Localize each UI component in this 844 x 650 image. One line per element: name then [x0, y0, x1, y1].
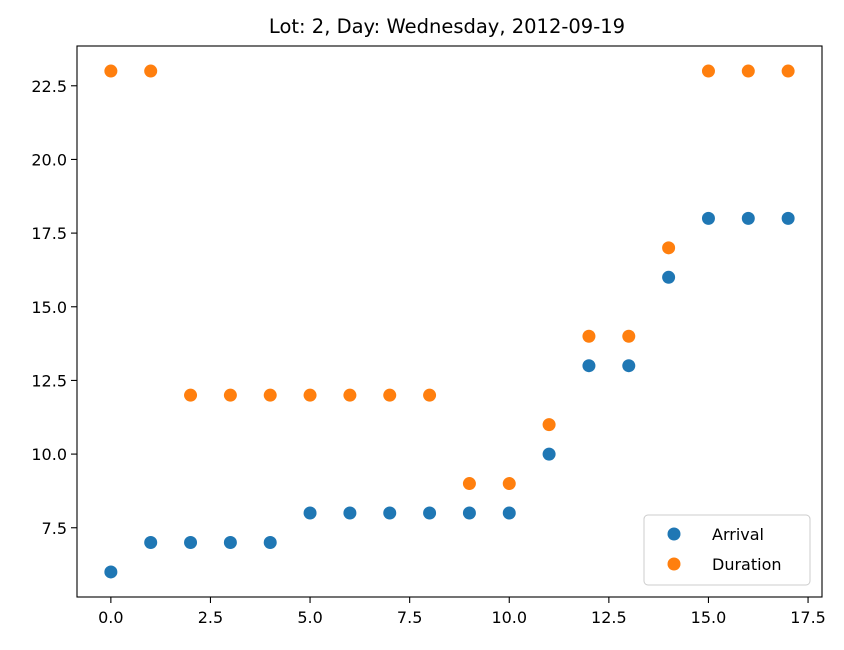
duration-point [303, 388, 317, 402]
x-tick-label: 12.5 [591, 608, 627, 627]
duration-point [423, 388, 437, 402]
arrival-point [223, 535, 237, 549]
arrival-point [423, 506, 437, 520]
legend: Arrival Duration [643, 514, 811, 586]
arrival-point [662, 270, 676, 284]
x-tick-label: 2.5 [198, 608, 223, 627]
duration-point [622, 329, 636, 343]
arrival-point [144, 535, 158, 549]
duration-point [502, 477, 516, 491]
x-tick-label: 7.5 [397, 608, 422, 627]
y-tick-label: 17.5 [31, 224, 67, 243]
chart-title: Lot: 2, Day: Wednesday, 2012-09-19 [269, 15, 625, 38]
y-tick-label: 10.0 [31, 445, 67, 464]
y-tick-label: 22.5 [31, 77, 67, 96]
duration-point [343, 388, 357, 402]
legend-box [643, 514, 811, 586]
y-tick-label: 12.5 [31, 371, 67, 390]
duration-point [383, 388, 397, 402]
legend-label: Duration [712, 555, 782, 574]
arrival-point [502, 506, 516, 520]
x-tick-label: 17.5 [790, 608, 826, 627]
duration-point [781, 64, 795, 78]
arrival-point [303, 506, 317, 520]
legend-label: Arrival [712, 525, 764, 544]
duration-point [184, 388, 198, 402]
arrival-point [701, 211, 715, 225]
duration-point [144, 64, 158, 78]
duration-point [741, 64, 755, 78]
duration-point [701, 64, 715, 78]
duration-point [223, 388, 237, 402]
arrival-point [104, 565, 118, 579]
plot-axes [76, 45, 823, 598]
arrival-point [582, 359, 596, 373]
arrival-point [462, 506, 476, 520]
arrival-point [622, 359, 636, 373]
x-tick-label: 15.0 [691, 608, 727, 627]
legend-marker [667, 527, 681, 541]
y-tick-label: 15.0 [31, 298, 67, 317]
x-tick-label: 0.0 [98, 608, 123, 627]
duration-point [462, 477, 476, 491]
arrival-point [184, 535, 198, 549]
x-tick-label: 5.0 [297, 608, 322, 627]
axis-ticks: 0.0 2.5 5.0 7.5 10.0 12.5 15.0 17.5 7.5 10.0 12.5 1… [31, 77, 825, 627]
arrival-point [263, 535, 277, 549]
duration-point [263, 388, 277, 402]
duration-point [104, 64, 118, 78]
plot-frame [76, 45, 823, 598]
legend-marker [667, 557, 681, 571]
arrival-point [343, 506, 357, 520]
y-tick-label: 20.0 [31, 150, 67, 169]
duration-point [662, 241, 676, 255]
data-points [104, 64, 795, 579]
arrival-point [542, 447, 556, 461]
x-tick-label: 10.0 [491, 608, 527, 627]
arrival-point [383, 506, 397, 520]
duration-point [542, 418, 556, 432]
y-tick-label: 7.5 [42, 519, 67, 538]
arrival-point [781, 211, 795, 225]
duration-point [582, 329, 596, 343]
arrival-point [741, 211, 755, 225]
